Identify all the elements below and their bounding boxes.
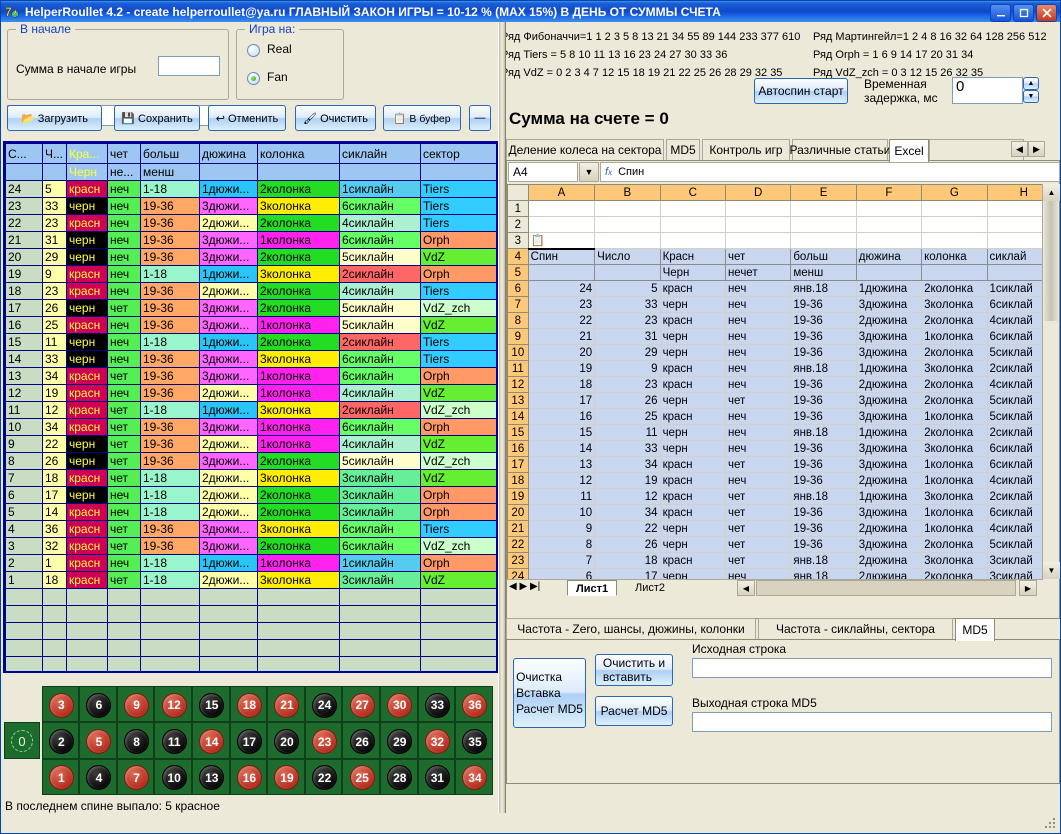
svg-text:7: 7 [5, 5, 12, 19]
